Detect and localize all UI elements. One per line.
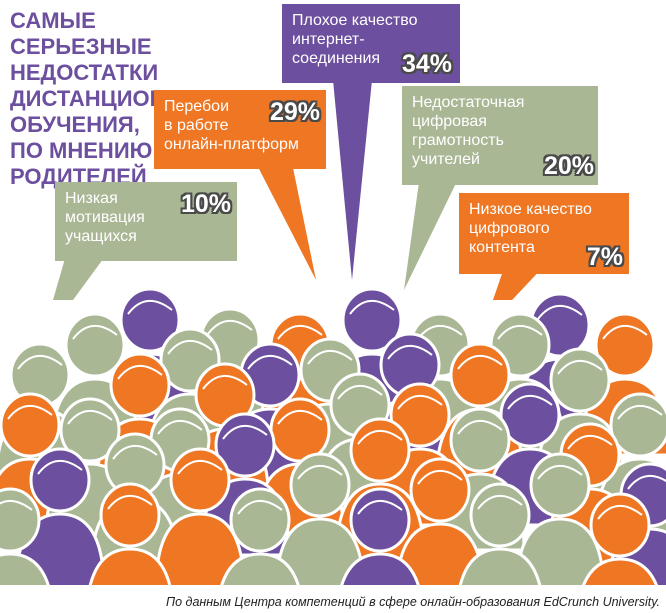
person-figure xyxy=(582,492,658,585)
person-figure xyxy=(395,457,485,585)
bubble-internet-quality: Плохое качество интернет- соединения 34% xyxy=(282,4,460,83)
person-figure xyxy=(154,447,246,585)
person-figure xyxy=(0,487,50,585)
bubble-platform-outages: Перебои в работе онлайн-платформ 29% xyxy=(154,90,326,169)
person-figure xyxy=(274,452,366,585)
person-figure xyxy=(340,487,420,585)
bubble-label: Низкое качество цифрового контента xyxy=(469,201,592,256)
bubble-value: 20% xyxy=(543,152,594,180)
person-figure xyxy=(458,482,542,585)
bubble-teacher-literacy: Недостаточная цифровая грамотность учите… xyxy=(402,86,598,185)
bubble-value: 7% xyxy=(586,243,623,271)
bubble-label: Низкая мотивация учащихся xyxy=(65,190,145,245)
tail-motivation xyxy=(53,255,106,300)
source-note: По данным Центра компетенций в сфере онл… xyxy=(166,595,660,609)
bubble-label: Плохое качество интернет- соединения xyxy=(292,12,418,67)
tail-platform xyxy=(256,163,316,280)
bubble-label: Перебои в работе онлайн-платформ xyxy=(164,98,299,153)
person-figure xyxy=(88,482,172,585)
bubble-low-motivation: Низкая мотивация учащихся 10% xyxy=(55,182,237,261)
tail-internet xyxy=(333,80,372,280)
bubble-value: 10% xyxy=(180,190,231,218)
speech-bubble-tails xyxy=(53,80,545,300)
bubble-value: 34% xyxy=(401,50,452,78)
person-figure xyxy=(220,487,300,585)
bubble-value: 29% xyxy=(269,98,320,126)
person-figure xyxy=(514,452,606,585)
bubble-label: Недостаточная цифровая грамотность учите… xyxy=(412,94,525,168)
crowd-illustration xyxy=(0,287,666,585)
tail-teachers xyxy=(404,175,460,290)
bubble-content-quality: Низкое качество цифрового контента 7% xyxy=(459,193,629,274)
